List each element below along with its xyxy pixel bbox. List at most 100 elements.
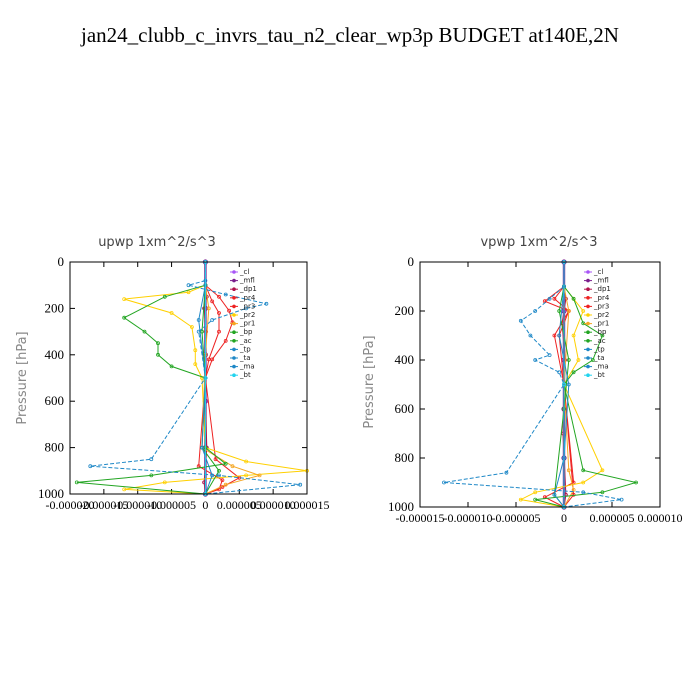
- legend-marker: [586, 270, 590, 274]
- series-point: [244, 473, 249, 478]
- series-point: [552, 333, 557, 338]
- series-point: [227, 308, 232, 313]
- series-point: [217, 311, 221, 315]
- series-point: [600, 490, 605, 495]
- series-point: [634, 480, 638, 485]
- legend-label: _pr3: [239, 302, 255, 310]
- series-point: [223, 482, 228, 487]
- series-point: [186, 290, 191, 295]
- series-line-bp: [76, 284, 227, 495]
- legend-label: _pr1: [239, 320, 255, 328]
- x-tick-label: -0.000005: [147, 498, 196, 512]
- x-tick-label: 0.000010: [638, 511, 683, 525]
- series-point: [206, 357, 211, 362]
- series-point: [557, 370, 562, 375]
- legend-label: _ta: [239, 354, 251, 362]
- series-point: [203, 376, 208, 380]
- series-point: [533, 358, 538, 362]
- legend-label: _ma: [239, 363, 255, 371]
- series-line-dp1: [561, 286, 567, 508]
- series-point: [566, 358, 571, 362]
- series-line-pr3: [543, 286, 575, 508]
- series-line-tp: [443, 286, 622, 508]
- series-point: [600, 333, 605, 338]
- series-point: [533, 490, 538, 495]
- y-tick-label: 800: [395, 450, 415, 465]
- series-point: [571, 370, 576, 375]
- y-tick-label: 200: [395, 303, 415, 318]
- x-tick-label: 0: [202, 498, 208, 512]
- legend-label: _ac: [593, 337, 606, 345]
- series-point: [566, 382, 571, 387]
- series-point: [442, 480, 446, 485]
- legend-marker: [232, 287, 236, 292]
- series-point: [619, 497, 624, 502]
- series-point: [547, 296, 552, 301]
- legend-marker: [232, 364, 236, 369]
- vpwp-panel-title: vpwp 1xm^2/s^3: [480, 235, 597, 250]
- series-point: [581, 490, 586, 495]
- legend-label: _mfl: [239, 277, 255, 285]
- series-point: [223, 461, 228, 466]
- series-point: [169, 364, 174, 369]
- legend-marker: [232, 304, 236, 309]
- series-point: [149, 457, 154, 462]
- series-point: [162, 294, 167, 299]
- series-point: [571, 333, 576, 338]
- x-tick-label: 0.000010: [251, 498, 296, 512]
- series-point: [298, 482, 303, 487]
- series-line-ta: [553, 286, 570, 508]
- upwp-plot-frame: [69, 261, 308, 495]
- series-point: [562, 382, 566, 387]
- y-tick-label: 200: [45, 300, 65, 315]
- legend-label: _cl: [239, 268, 249, 276]
- series-point: [547, 353, 552, 358]
- legend-label: _dp1: [239, 285, 257, 293]
- x-tick-label: -0.000010: [444, 511, 493, 525]
- series-point: [193, 348, 198, 353]
- legend-label: _bp: [239, 328, 253, 336]
- series-point: [552, 296, 557, 301]
- legend-marker: [586, 313, 590, 317]
- series-point: [213, 457, 218, 462]
- legend-label: _bp: [593, 328, 607, 336]
- series-point: [552, 492, 557, 497]
- series-point: [581, 480, 586, 485]
- x-tick-label: -0.000005: [492, 511, 541, 525]
- legend-marker: [586, 321, 590, 326]
- y-tick-label: 1000: [388, 499, 414, 514]
- series-point: [220, 478, 225, 483]
- legend-label: _pr1: [593, 320, 609, 328]
- page-title: jan24_clubb_c_invrs_tau_n2_clear_wp3p BU…: [80, 23, 619, 47]
- y-tick-label: 800: [45, 440, 65, 455]
- x-tick-label: -0.000015: [396, 511, 445, 525]
- series-point: [217, 473, 221, 478]
- series-point: [122, 487, 127, 492]
- legend-marker: [586, 278, 590, 283]
- series-point: [193, 362, 198, 367]
- x-tick-label: -0.000015: [79, 498, 128, 512]
- series-point: [504, 470, 509, 475]
- series-point: [74, 480, 79, 485]
- series-point: [581, 309, 586, 313]
- legend-label: _pr4: [239, 294, 256, 302]
- vpwp-panel: vpwp 1xm^2/s^3 Pressure [hPa] 0 200 400 600…: [362, 235, 683, 525]
- series-point: [223, 338, 228, 343]
- legend-label: _tp: [593, 345, 605, 353]
- vpwp-series-group: [442, 259, 638, 510]
- legend-label: _dp1: [593, 285, 611, 293]
- legend-marker: [232, 278, 236, 283]
- series-point: [223, 292, 228, 297]
- legend-label: _pr2: [239, 311, 255, 319]
- legend-marker: [586, 364, 590, 369]
- series-line-pr4: [204, 284, 241, 495]
- series-point: [566, 468, 571, 473]
- upwp-legend: _cl_mfl_dp1_pr4_pr3_pr2_pr1_bp_ac_tp_ta_…: [230, 268, 257, 379]
- legend-marker: [232, 347, 236, 352]
- x-tick-label: 0.000005: [217, 498, 262, 512]
- series-point: [142, 329, 147, 334]
- vpwp-y-axis-label: Pressure [hPa]: [362, 335, 377, 428]
- series-point: [230, 464, 235, 469]
- legend-marker: [232, 356, 236, 360]
- series-line-bp: [535, 286, 638, 508]
